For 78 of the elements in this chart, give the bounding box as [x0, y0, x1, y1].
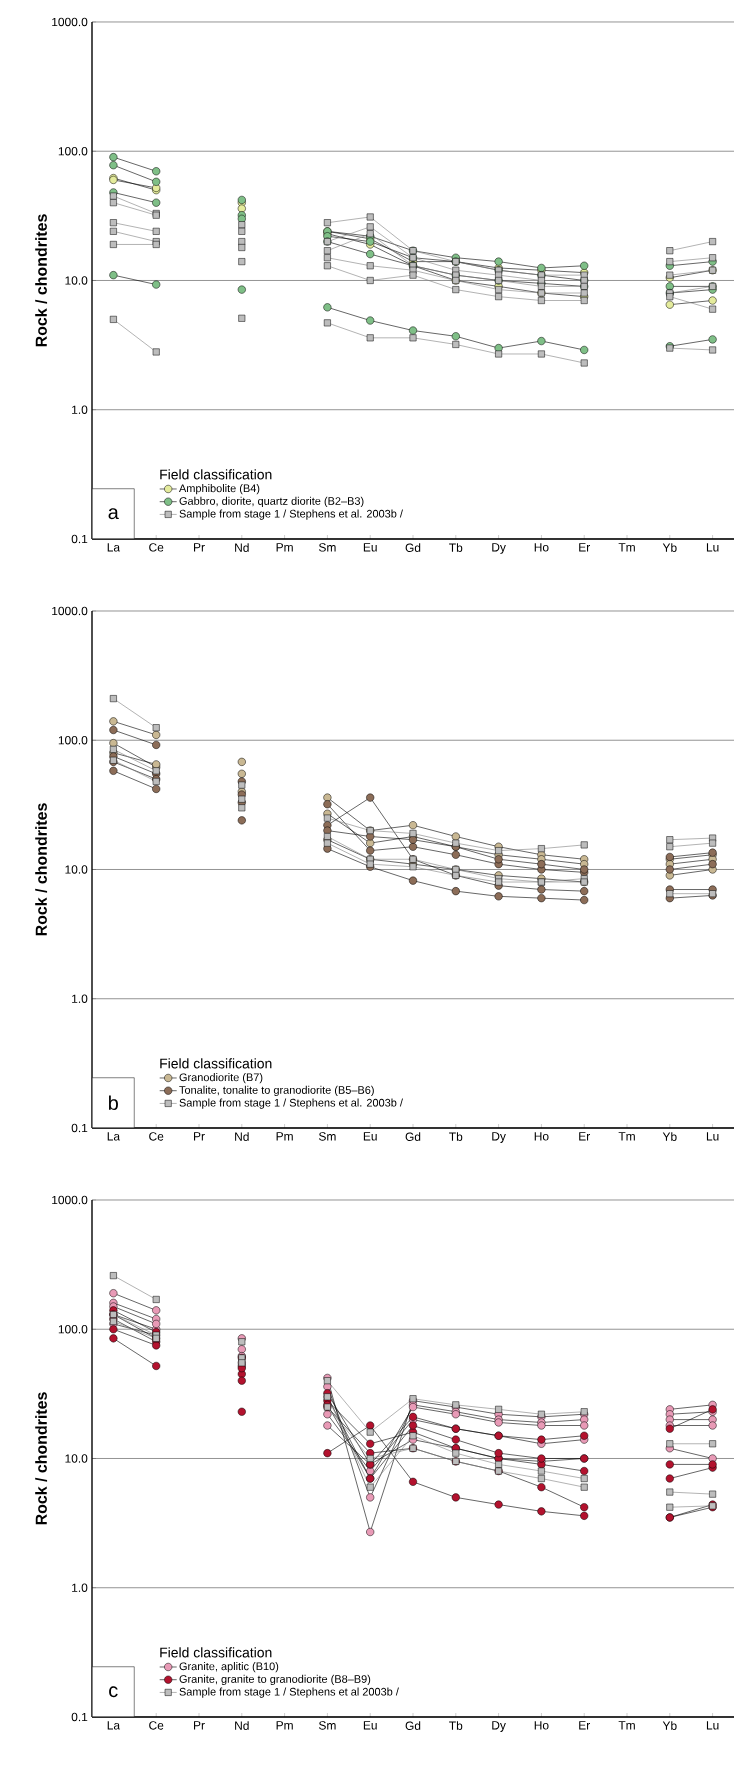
- y-axis-title: Rock / chondrites: [35, 803, 48, 936]
- x-tick-label: Dy: [492, 543, 506, 554]
- y-tick-label: 10.0: [65, 1454, 88, 1463]
- legend-title: Field classification: [160, 1058, 272, 1069]
- legend-label: Sample from stage 1 / Stephens et al. 2003b /: [179, 1098, 403, 1109]
- y-axis-title: Rock / chondrites: [35, 214, 48, 347]
- x-tick-label: Pm: [276, 1721, 293, 1730]
- x-tick-label: Lu: [706, 543, 719, 552]
- legend-label: Granite, granite to granodiorite (B8–B9): [179, 1674, 371, 1686]
- y-tick-label: 0.1: [71, 1712, 88, 1722]
- x-tick-label: La: [107, 1132, 121, 1141]
- annotation: a: [108, 508, 119, 520]
- annotation: b: [108, 1095, 118, 1111]
- x-tick-label: Lu: [706, 1721, 719, 1730]
- x-tick-label: Sm: [318, 1721, 336, 1730]
- x-tick-label: Dy: [492, 1132, 506, 1143]
- x-tick-label: Tb: [449, 543, 463, 552]
- x-tick-label: Nd: [235, 1721, 249, 1730]
- y-tick-label: 10.0: [65, 276, 88, 285]
- x-tick-label: Lu: [706, 1132, 719, 1141]
- y-tick-label: 100.0: [58, 736, 88, 745]
- y-axis-title: Rock / chondrites: [35, 1392, 48, 1525]
- x-tick-label: Gd: [405, 1721, 421, 1730]
- x-tick-label: Pr: [194, 1132, 205, 1141]
- x-tick-label: Dy: [492, 1721, 506, 1732]
- x-tick-label: Tb: [449, 1721, 463, 1730]
- x-tick-label: Yb: [662, 1721, 677, 1730]
- legend-label: Gabbro, diorite, quartz diorite (B2–B3): [179, 496, 364, 508]
- legend-title: Field classification: [160, 469, 272, 480]
- x-tick-label: Nd: [235, 1132, 249, 1141]
- x-tick-label: Pm: [276, 543, 293, 552]
- x-tick-label: Nd: [235, 543, 249, 552]
- y-tick-label: 1.0: [72, 405, 88, 414]
- x-tick-label: Gd: [405, 543, 421, 552]
- y-tick-label: 1.0: [72, 1583, 88, 1592]
- y-tick-label: 1000.0: [52, 17, 88, 27]
- x-tick-label: Er: [579, 1721, 590, 1730]
- x-tick-label: La: [107, 1721, 121, 1730]
- x-tick-label: Ho: [534, 543, 549, 552]
- y-tick-label: 0.1: [71, 534, 88, 544]
- annotation: c: [109, 1686, 118, 1698]
- x-tick-label: Eu: [363, 1132, 377, 1141]
- legend-label: Granite, aplitic (B10): [179, 1662, 279, 1673]
- legend-label: Sample from stage 1 / Stephens et al. 2003b /: [179, 509, 403, 520]
- x-tick-label: Tm: [618, 543, 635, 552]
- x-tick-label: Er: [579, 1132, 590, 1141]
- legend-label: Granodiorite (B7): [179, 1073, 263, 1084]
- y-tick-label: 0.1: [71, 1123, 88, 1133]
- y-tick-label: 10.0: [65, 865, 88, 874]
- x-tick-label: Tm: [618, 1132, 635, 1141]
- x-tick-label: Ho: [534, 1721, 549, 1730]
- x-tick-label: Yb: [662, 1132, 677, 1141]
- x-tick-label: Yb: [662, 543, 677, 552]
- legend-label: Amphibolite (B4): [179, 484, 260, 495]
- x-tick-label: Tb: [449, 1132, 463, 1141]
- x-tick-label: Tm: [618, 1721, 635, 1730]
- x-tick-label: Pr: [194, 1721, 205, 1730]
- y-tick-label: 1.0: [72, 994, 88, 1003]
- x-tick-label: Er: [579, 543, 590, 552]
- x-tick-label: Ce: [149, 1721, 164, 1730]
- x-tick-label: Sm: [318, 1132, 336, 1141]
- x-tick-label: Ho: [534, 1132, 549, 1141]
- x-tick-label: Ce: [149, 1132, 164, 1141]
- x-tick-label: Ce: [149, 543, 164, 552]
- legend-title: Field classification: [160, 1647, 272, 1658]
- y-tick-label: 1000.0: [52, 1195, 88, 1205]
- x-tick-label: La: [107, 543, 121, 552]
- y-tick-label: 1000.0: [52, 606, 88, 616]
- legend-label: Tonalite, tonalite to granodiorite (B5–B6): [179, 1085, 374, 1097]
- x-tick-label: Pr: [194, 543, 205, 552]
- x-tick-label: Eu: [363, 543, 377, 552]
- legend-label: Sample from stage 1 / Stephens et al 2003b /: [179, 1687, 399, 1698]
- y-tick-label: 100.0: [58, 1325, 88, 1334]
- y-tick-label: 100.0: [58, 147, 88, 156]
- x-tick-label: Pm: [276, 1132, 293, 1141]
- x-tick-label: Sm: [318, 543, 336, 552]
- x-tick-label: Eu: [363, 1721, 377, 1730]
- x-tick-label: Gd: [405, 1132, 421, 1141]
